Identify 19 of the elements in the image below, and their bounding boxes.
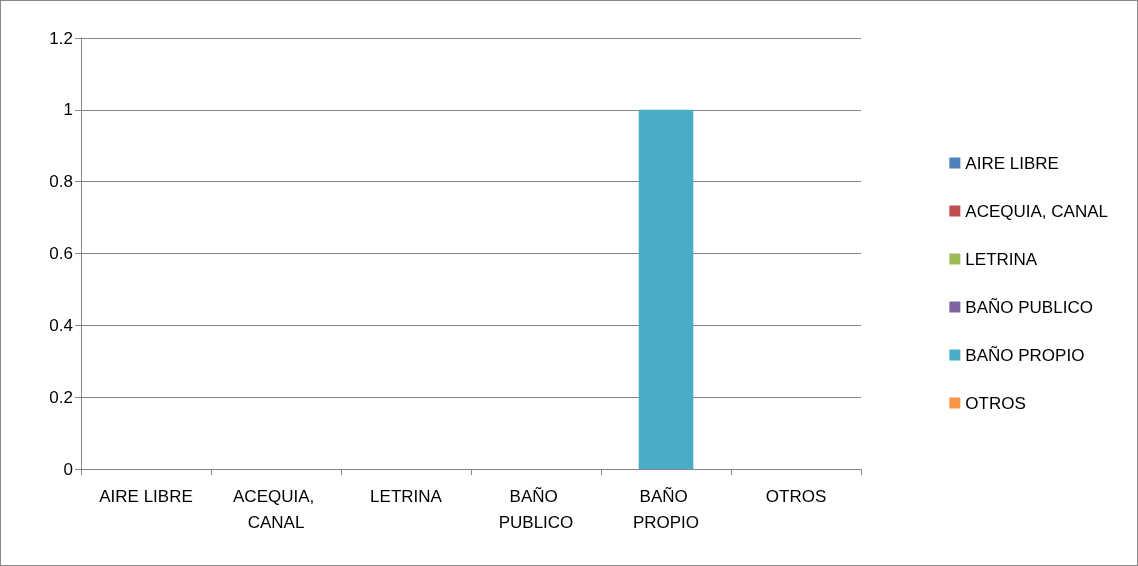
- y-tick-label: 0: [63, 459, 73, 479]
- legend-label: BAÑO PUBLICO: [965, 297, 1093, 317]
- x-tick-label: ACEQUIA, CANAL: [233, 486, 319, 532]
- y-tick-label: 1: [63, 100, 73, 120]
- y-tick-label: 0.4: [49, 315, 73, 335]
- legend-label: OTROS: [965, 393, 1026, 413]
- x-tick-label: BAÑO PUBLICO: [498, 486, 574, 532]
- legend-label: LETRINA: [965, 249, 1038, 269]
- y-tick-label: 0.2: [49, 387, 73, 407]
- x-tick-label: AIRE LIBRE: [99, 486, 193, 506]
- y-tick-label: 0.8: [49, 172, 73, 192]
- legend-label: BAÑO PROPIO: [965, 345, 1085, 365]
- x-tick-label: LETRINA: [370, 486, 443, 506]
- y-tick-label: 1.2: [49, 28, 73, 48]
- legend-label: AIRE LIBRE: [965, 153, 1059, 173]
- x-tick-label: BAÑO PROPIO: [632, 486, 700, 532]
- x-tick-label: OTROS: [765, 486, 827, 506]
- legend-label: ACEQUIA, CANAL: [965, 201, 1109, 221]
- y-tick-label: 0.6: [49, 244, 73, 263]
